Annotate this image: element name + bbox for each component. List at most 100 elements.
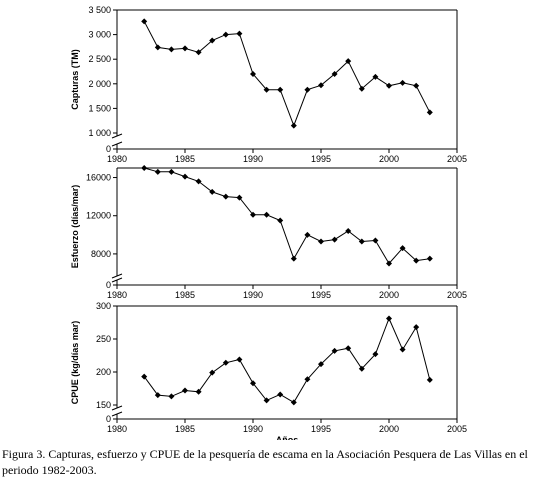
x-tick-label: 2000	[379, 424, 399, 434]
data-point	[386, 260, 392, 267]
data-point	[154, 44, 161, 51]
x-tick-label: 1985	[175, 424, 195, 434]
axis-break-mark	[111, 141, 123, 147]
y-tick-label: 16000	[86, 173, 111, 183]
y-tick-label: 12000	[86, 211, 111, 221]
x-tick-label: 1995	[311, 154, 331, 164]
data-point	[182, 173, 188, 180]
data-point	[413, 257, 420, 264]
data-point	[277, 217, 284, 224]
data-point	[331, 347, 338, 354]
y-tick-label: 3 000	[88, 30, 111, 40]
data-point	[290, 255, 297, 262]
data-point	[209, 37, 216, 44]
y-axis-title: CPUE (kg/días mar)	[70, 321, 80, 405]
data-point	[141, 373, 148, 380]
y-axis-title: Esfuerzo (días/mar)	[70, 185, 80, 269]
data-point	[372, 73, 379, 80]
data-point	[304, 231, 311, 238]
x-axis-title: Años	[276, 435, 299, 440]
x-tick-label: 2005	[447, 424, 467, 434]
y-tick-label: 250	[96, 334, 111, 344]
data-point	[182, 45, 188, 52]
y-tick-label: 8000	[91, 249, 111, 259]
data-point	[358, 238, 365, 245]
data-point	[168, 393, 175, 400]
series-line	[144, 167, 430, 265]
data-point	[277, 391, 284, 398]
data-point	[222, 359, 229, 366]
data-point	[141, 165, 148, 171]
data-point	[263, 397, 270, 404]
data-point	[345, 228, 352, 234]
x-tick-label: 1980	[107, 154, 127, 164]
data-point	[141, 18, 148, 25]
data-point	[399, 245, 406, 252]
data-point	[250, 70, 256, 77]
data-point	[345, 345, 352, 352]
data-point	[331, 236, 338, 243]
data-point	[236, 356, 243, 363]
data-point	[426, 255, 433, 262]
data-point	[263, 86, 270, 93]
axis-break-mark	[111, 411, 123, 417]
data-point	[195, 178, 202, 185]
data-point	[236, 30, 243, 37]
x-tick-label: 1985	[175, 290, 195, 300]
data-point	[236, 194, 243, 201]
data-point	[386, 82, 392, 89]
data-point	[426, 109, 433, 116]
data-point	[277, 86, 284, 93]
y-zero-label: 0	[106, 280, 111, 290]
data-point	[290, 399, 297, 406]
x-tick-label: 1990	[243, 424, 263, 434]
data-point	[399, 346, 406, 353]
data-point	[331, 70, 338, 77]
x-tick-label: 1980	[107, 290, 127, 300]
y-zero-label: 0	[106, 414, 111, 424]
data-point	[168, 168, 175, 175]
y-tick-label: 2 000	[88, 79, 111, 89]
y-tick-label: 300	[96, 301, 111, 311]
data-point	[250, 380, 256, 387]
x-tick-label: 1990	[243, 290, 263, 300]
data-point	[222, 193, 229, 200]
axis-break-mark	[111, 405, 123, 411]
y-zero-label: 0	[106, 144, 111, 154]
data-point	[399, 79, 406, 86]
y-tick-label: 150	[96, 400, 111, 410]
data-point	[358, 365, 365, 372]
y-tick-label: 1 500	[88, 103, 111, 113]
data-point	[413, 82, 420, 89]
data-point	[154, 168, 161, 175]
x-tick-label: 1980	[107, 424, 127, 434]
axis-break-mark	[111, 273, 123, 279]
axis-break-mark	[111, 133, 123, 139]
x-tick-label: 1985	[175, 154, 195, 164]
data-point	[182, 387, 188, 394]
x-tick-label: 1990	[243, 154, 263, 164]
y-tick-label: 2 500	[88, 54, 111, 64]
data-point	[358, 85, 365, 92]
data-point	[372, 351, 379, 358]
data-point	[304, 376, 311, 383]
data-point	[318, 82, 324, 89]
data-point	[195, 49, 202, 56]
data-point	[209, 188, 216, 195]
data-point	[318, 361, 324, 368]
data-point	[372, 237, 379, 244]
data-point	[426, 376, 433, 383]
y-tick-label: 200	[96, 367, 111, 377]
series-line	[143, 317, 431, 404]
figure-caption: Figura 3. Capturas, esfuerzo y CPUE de l…	[2, 447, 528, 477]
x-tick-label: 2005	[447, 154, 467, 164]
data-point	[413, 324, 420, 331]
data-point	[250, 211, 256, 218]
axis-break-mark	[111, 277, 123, 283]
data-point	[195, 388, 202, 395]
x-tick-label: 2000	[379, 154, 399, 164]
y-tick-label: 3 500	[88, 5, 111, 15]
